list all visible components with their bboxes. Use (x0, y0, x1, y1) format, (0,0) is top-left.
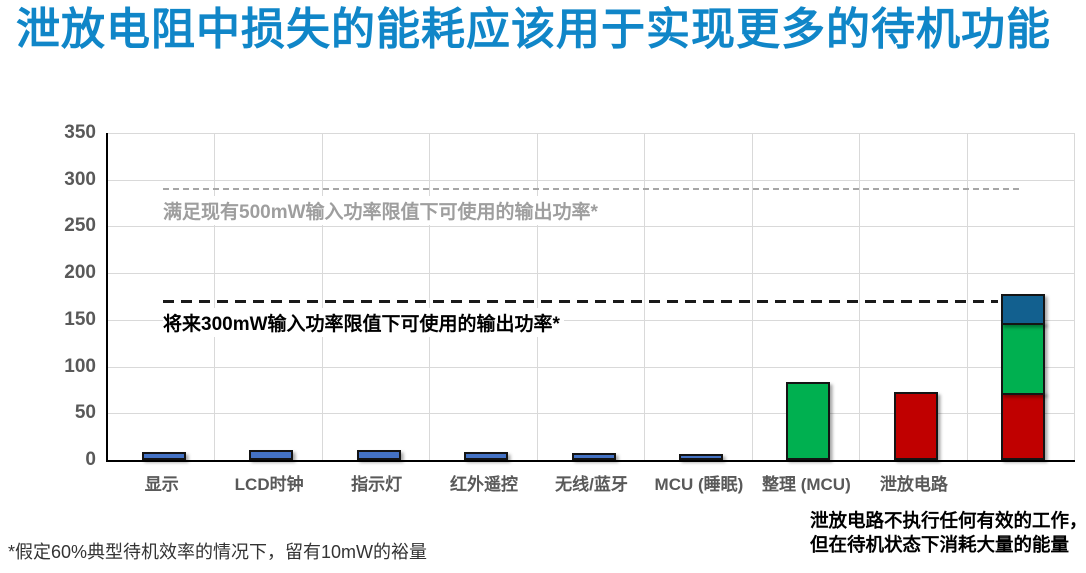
v-gridline (536, 133, 538, 460)
plot-area: 满足现有500mW输入功率限值下可使用的输出功率* 将来300mW输入功率限值下可… (106, 133, 1075, 462)
y-tick-label: 300 (64, 168, 96, 190)
bar-segment (786, 382, 831, 460)
v-gridline (644, 133, 646, 460)
bar-segment (356, 449, 401, 460)
bar-segment (1001, 321, 1046, 395)
bar-segment (464, 452, 509, 460)
y-tick-label: 150 (64, 308, 96, 330)
bar-segment (249, 450, 294, 460)
v-gridline (966, 133, 968, 460)
h-gridline (108, 319, 1075, 321)
bar-segment (1001, 391, 1046, 460)
v-gridline (1074, 133, 1075, 460)
x-category-label: 无线/蓝牙 (555, 475, 628, 494)
bleeder-annotation: 泄放电路不执行任何有效的工作， 但在待机状态下消耗大量的能量 (810, 509, 1086, 557)
h-gridline (108, 273, 1075, 275)
reference-line-gray (163, 188, 1023, 191)
bleeder-annotation-line2: 但在待机状态下消耗大量的能量 (810, 534, 1070, 555)
bar-segment (141, 452, 186, 460)
reference-line-label: 将来300mW输入功率限值下可使用的输出功率* (163, 308, 564, 338)
v-gridline (751, 133, 753, 460)
h-gridline (108, 366, 1075, 368)
y-tick-label: 350 (64, 122, 96, 143)
bar-segment (678, 454, 723, 460)
v-gridline (859, 133, 861, 460)
y-tick-label: 100 (64, 355, 96, 377)
y-tick-label: 0 (85, 449, 96, 470)
x-category-label: 显示 (144, 475, 179, 494)
x-axis-line (106, 460, 1075, 462)
x-category-label: MCU (睡眠) (654, 475, 744, 494)
y-tick-label: 50 (74, 402, 96, 424)
x-category-label: 整理 (MCU) (761, 475, 851, 494)
bleeder-annotation-line1: 泄放电路不执行任何有效的工作， (810, 510, 1086, 531)
standby-power-chart: 满足现有500mW输入功率限值下可使用的输出功率* 将来300mW输入功率限值下可… (0, 110, 1086, 510)
h-gridline (108, 133, 1075, 134)
h-gridline (108, 226, 1075, 228)
v-gridline (214, 133, 216, 460)
bar-segment (571, 453, 616, 460)
v-gridline (429, 133, 431, 460)
x-category-label: 红外遥控 (450, 475, 519, 494)
x-category-label: LCD时钟 (234, 475, 304, 494)
bar-segment (893, 391, 938, 460)
reference-line-label: 满足现有500mW输入功率限值下可使用的输出功率* (163, 196, 602, 226)
h-gridline (108, 413, 1075, 415)
y-tick-label: 250 (64, 215, 96, 237)
x-category-label: 指示灯 (351, 475, 403, 494)
y-axis-line (106, 133, 108, 462)
y-tick-label: 200 (64, 262, 96, 284)
footnote: *假定60%典型待机效率的情况下，留有10mW的裕量 (8, 542, 428, 562)
page-title: 泄放电阻中损失的能耗应该用于实现更多的待机功能 (16, 5, 1051, 54)
reference-line-black (163, 300, 998, 304)
v-gridline (321, 133, 323, 460)
h-gridline (108, 179, 1075, 181)
x-category-label: 泄放电路 (879, 475, 948, 494)
bar-segment (1001, 293, 1046, 325)
